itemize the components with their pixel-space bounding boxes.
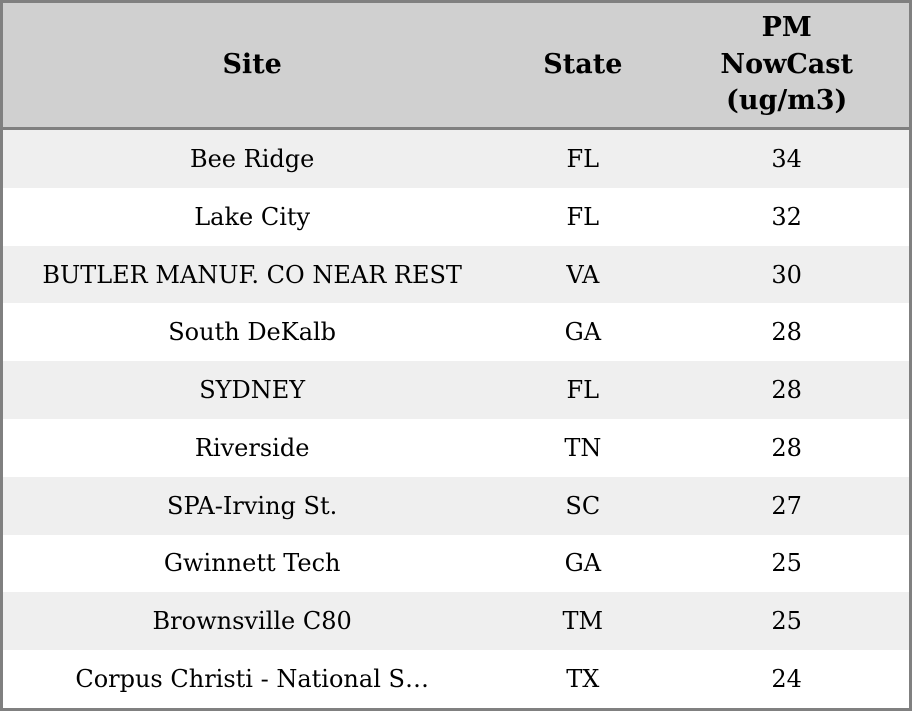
table-body: Bee Ridge FL 34 Lake City FL 32 BUTLER M… (3, 128, 909, 708)
table-row: Corpus Christi - National S… TX 24 (3, 650, 909, 708)
state-cell: SC (565, 491, 601, 520)
state-cell: GA (564, 318, 602, 347)
table-row: SPA-Irving St. SC 27 (3, 476, 909, 535)
column-header-site: Site (3, 3, 502, 130)
state-cell: TX (566, 665, 600, 694)
site-cell: Corpus Christi - National S… (75, 665, 429, 694)
table-row: South DeKalb GA 28 (3, 303, 909, 362)
site-cell: South DeKalb (168, 318, 337, 347)
column-header-pm-nowcast: PM NowCast (ug/m3) (664, 3, 909, 130)
state-cell: TN (564, 433, 602, 462)
pm-value-cell: 25 (771, 607, 802, 636)
state-cell: VA (566, 260, 600, 289)
state-cell: TM (562, 607, 604, 636)
table-row: Lake City FL 32 (3, 187, 909, 246)
pm-value-cell: 27 (771, 491, 802, 520)
table-row: Brownsville C80 TM 25 (3, 592, 909, 651)
table-row: BUTLER MANUF. CO NEAR REST VA 30 (3, 245, 909, 304)
table-row: Riverside TN 28 (3, 419, 909, 477)
state-cell: FL (566, 144, 600, 173)
table-row: SYDNEY FL 28 (3, 361, 909, 419)
pm-value-cell: 28 (771, 318, 802, 347)
pm-value-cell: 28 (771, 376, 802, 405)
site-cell: SYDNEY (199, 376, 306, 405)
pm-nowcast-table: Site State PM NowCast (ug/m3) Bee Ridge … (3, 3, 909, 708)
site-cell: Lake City (194, 202, 311, 231)
pm-value-cell: 24 (771, 665, 802, 694)
site-cell: Brownsville C80 (152, 607, 352, 636)
pm-value-cell: 25 (771, 549, 802, 578)
site-cell: SPA-Irving St. (167, 491, 338, 520)
table-row: Bee Ridge FL 34 (3, 128, 909, 188)
table-row: Gwinnett Tech GA 25 (3, 534, 909, 593)
site-cell: Riverside (194, 433, 310, 462)
site-cell: Bee Ridge (189, 144, 315, 173)
site-cell: BUTLER MANUF. CO NEAR REST (42, 260, 462, 289)
pm-value-cell: 32 (771, 202, 802, 231)
pm-value-cell: 34 (771, 144, 802, 173)
pm-value-cell: 30 (771, 260, 802, 289)
site-cell: Gwinnett Tech (163, 549, 341, 578)
pm-value-cell: 28 (771, 433, 802, 462)
header-row: Site State PM NowCast (ug/m3) (3, 3, 909, 130)
column-header-state: State (501, 3, 665, 130)
state-cell: FL (566, 202, 600, 231)
state-cell: FL (566, 376, 600, 405)
table-header: Site State PM NowCast (ug/m3) (3, 3, 909, 130)
state-cell: GA (564, 549, 602, 578)
